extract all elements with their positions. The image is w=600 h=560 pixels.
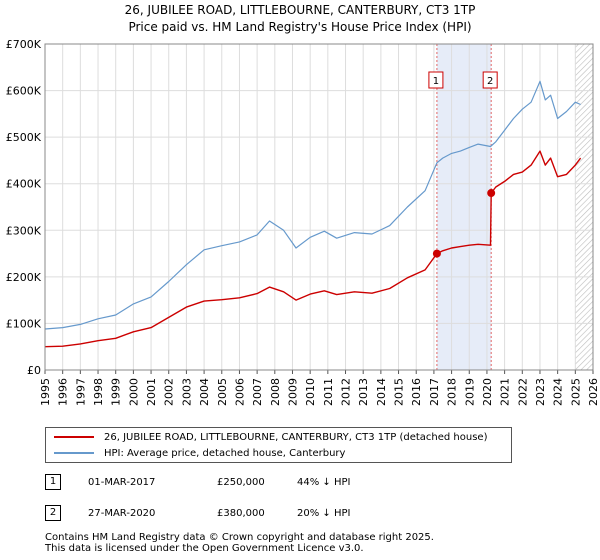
x-tick-label: 2008 bbox=[269, 378, 282, 406]
sale-hpi-comparison: 20% ↓ HPI bbox=[297, 508, 351, 519]
x-tick-label: 2022 bbox=[516, 378, 529, 406]
x-tick-label: 1995 bbox=[39, 378, 52, 406]
y-tick-label: £400K bbox=[6, 178, 42, 191]
x-tick-label: 2026 bbox=[587, 378, 600, 406]
price-chart: £0 £100K £200K £300K £400K £500K £600K £700K 199… bbox=[6, 38, 600, 406]
x-tick-label: 2015 bbox=[393, 378, 406, 406]
sale-marker-label: 1 bbox=[433, 76, 439, 87]
x-tick-label: 2019 bbox=[463, 378, 476, 406]
x-tick-label: 2001 bbox=[145, 378, 158, 406]
sale-number-badge: 2 bbox=[45, 505, 61, 521]
y-tick-label: £300K bbox=[6, 224, 42, 237]
x-tick-label: 2025 bbox=[569, 378, 582, 406]
x-tick-label: 2021 bbox=[499, 378, 512, 406]
y-tick-label: £0 bbox=[27, 364, 41, 377]
x-tick-label: 2009 bbox=[286, 378, 299, 406]
forecast-hatch-area bbox=[575, 44, 593, 370]
chart-title: 26, JUBILEE ROAD, LITTLEBOURNE, CANTERBU… bbox=[124, 3, 476, 17]
x-tick-label: 2020 bbox=[481, 378, 494, 406]
y-tick-label: £700K bbox=[6, 38, 42, 51]
x-tick-label: 2005 bbox=[216, 378, 229, 406]
x-tick-label: 1999 bbox=[110, 378, 123, 406]
chart-legend: 26, JUBILEE ROAD, LITTLEBOURNE, CANTERBU… bbox=[45, 427, 512, 463]
x-tick-label: 2000 bbox=[127, 378, 140, 406]
chart-subtitle: Price paid vs. HM Land Registry's House … bbox=[128, 20, 472, 34]
legend-label-hpi: HPI: Average price, detached house, Cant… bbox=[104, 448, 346, 459]
x-tick-label: 2016 bbox=[410, 378, 423, 406]
sale-price: £380,000 bbox=[217, 508, 265, 519]
legend-item-property: 26, JUBILEE ROAD, LITTLEBOURNE, CANTERBU… bbox=[54, 430, 488, 446]
x-tick-label: 1997 bbox=[74, 378, 87, 406]
series-line-hpi bbox=[44, 80, 581, 330]
x-tick-label: 2007 bbox=[251, 378, 264, 406]
chart-title-block: 26, JUBILEE ROAD, LITTLEBOURNE, CANTERBU… bbox=[0, 2, 600, 36]
x-tick-label: 2013 bbox=[357, 378, 370, 406]
x-tick-label: 2003 bbox=[180, 378, 193, 406]
plot-area bbox=[45, 44, 593, 370]
series-line-property bbox=[44, 150, 582, 348]
sale-date: 27-MAR-2020 bbox=[88, 508, 156, 519]
x-tick-label: 2004 bbox=[198, 378, 211, 406]
legend-swatch-property bbox=[54, 436, 94, 438]
y-tick-label: £100K bbox=[6, 317, 42, 330]
sale-number-badge: 1 bbox=[45, 474, 61, 490]
x-tick-label: 2014 bbox=[375, 378, 388, 406]
sale-marker-box bbox=[428, 71, 444, 89]
x-tick-label: 2002 bbox=[163, 378, 176, 406]
sale-marker-box bbox=[482, 71, 498, 89]
x-tick-label: 2011 bbox=[322, 378, 335, 406]
legend-swatch-hpi bbox=[54, 452, 94, 454]
x-tick-label: 2010 bbox=[304, 378, 317, 406]
footer-licence: This data is licensed under the Open Gov… bbox=[45, 543, 364, 554]
sale-price: £250,000 bbox=[217, 477, 265, 488]
sale-point bbox=[432, 249, 441, 258]
x-tick-label: 1998 bbox=[92, 378, 105, 406]
footer-copyright: Contains HM Land Registry data © Crown c… bbox=[45, 532, 434, 543]
legend-label-property: 26, JUBILEE ROAD, LITTLEBOURNE, CANTERBU… bbox=[104, 432, 488, 443]
sale-point bbox=[487, 189, 496, 198]
footer-attribution: Contains HM Land Registry data © Crown c… bbox=[45, 532, 434, 554]
x-tick-label: 2017 bbox=[428, 378, 441, 406]
y-tick-label: £200K bbox=[6, 271, 42, 284]
x-tick-label: 1996 bbox=[57, 378, 70, 406]
y-tick-label: £600K bbox=[6, 85, 42, 98]
x-tick-label: 2023 bbox=[534, 378, 547, 406]
sale-hpi-comparison: 44% ↓ HPI bbox=[297, 477, 351, 488]
y-tick-label: £500K bbox=[6, 131, 42, 144]
x-tick-label: 2018 bbox=[446, 378, 459, 406]
sale-period-highlight bbox=[436, 44, 492, 370]
x-tick-label: 2006 bbox=[233, 378, 246, 406]
x-tick-label: 2024 bbox=[552, 378, 565, 406]
sale-date: 01-MAR-2017 bbox=[88, 477, 156, 488]
sale-marker-label: 2 bbox=[487, 76, 493, 87]
legend-item-hpi: HPI: Average price, detached house, Cant… bbox=[54, 446, 345, 462]
plot-border bbox=[44, 43, 594, 371]
x-tick-label: 2012 bbox=[340, 378, 353, 406]
